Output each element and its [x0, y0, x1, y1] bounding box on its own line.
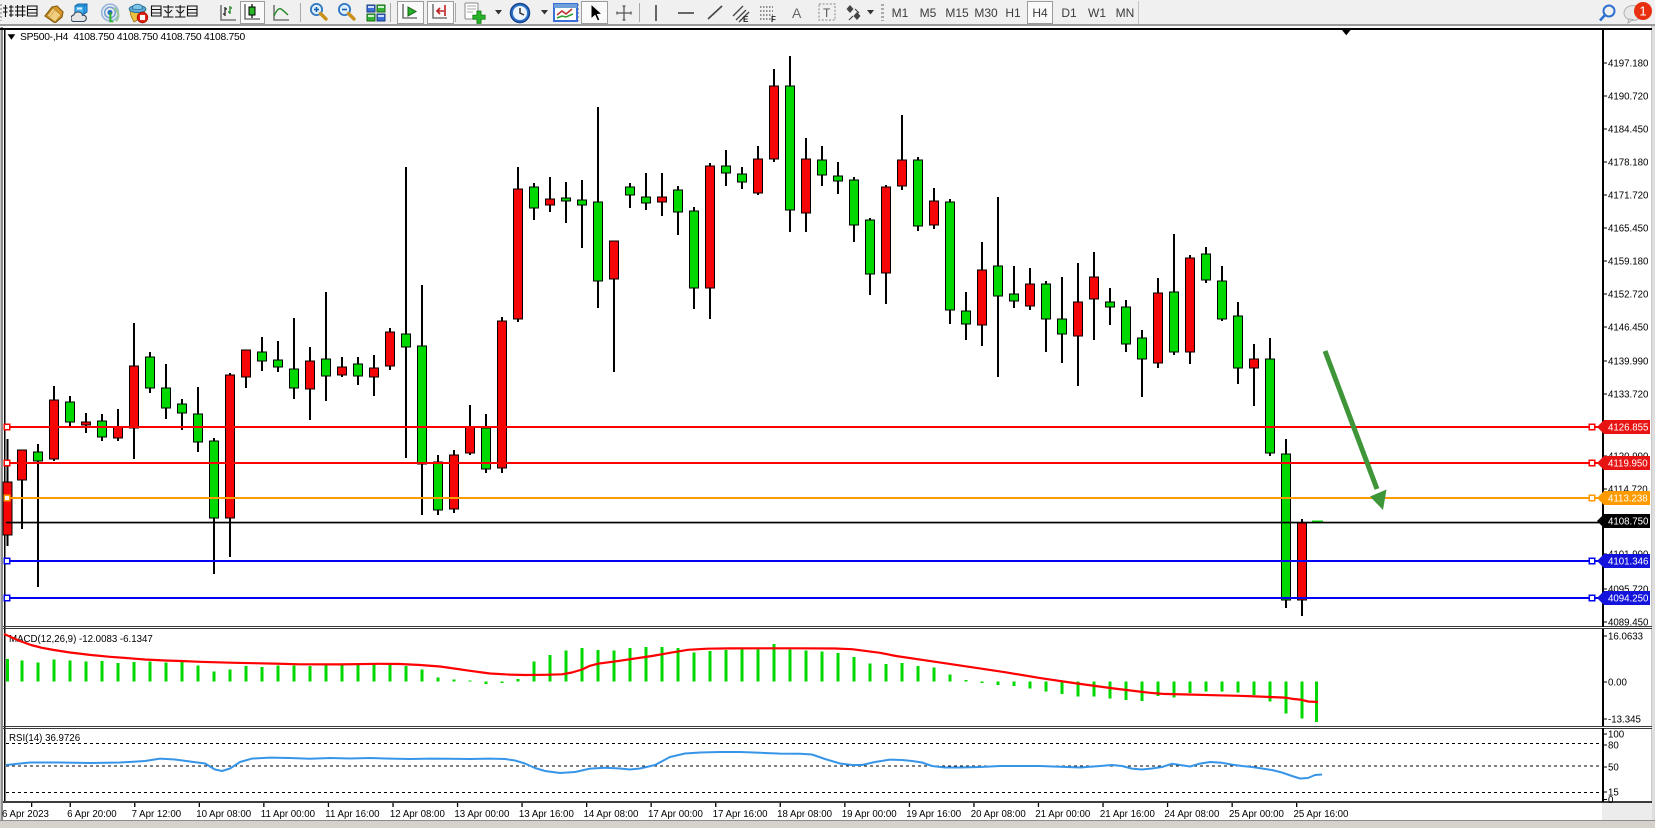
svg-text:18 Apr 08:00: 18 Apr 08:00 — [777, 809, 833, 820]
svg-text:14 Apr 08:00: 14 Apr 08:00 — [584, 809, 640, 820]
svg-text:4139.990: 4139.990 — [1608, 357, 1649, 368]
svg-text:21 Apr 00:00: 21 Apr 00:00 — [1035, 809, 1091, 820]
svg-text:19 Apr 16:00: 19 Apr 16:00 — [906, 809, 962, 820]
svg-text:11 Apr 16:00: 11 Apr 16:00 — [325, 809, 380, 820]
svg-text:T: T — [823, 6, 831, 20]
svg-text:20 Apr 08:00: 20 Apr 08:00 — [971, 809, 1027, 820]
svg-text:17 Apr 16:00: 17 Apr 16:00 — [713, 809, 769, 820]
svg-text:6 Apr 2023: 6 Apr 2023 — [2, 809, 49, 820]
svg-text:4190.720: 4190.720 — [1608, 92, 1649, 103]
svg-text:F: F — [771, 15, 776, 23]
svg-text:4119.950: 4119.950 — [1608, 459, 1648, 470]
svg-text:SP500-,H4 4108.750 4108.750 4: SP500-,H4 4108.750 4108.750 4108.750 410… — [20, 32, 245, 43]
svg-text:12 Apr 08:00: 12 Apr 08:00 — [390, 809, 446, 820]
svg-text:4133.720: 4133.720 — [1608, 390, 1649, 401]
svg-text:1: 1 — [1639, 4, 1646, 19]
svg-text:16.0633: 16.0633 — [1608, 632, 1643, 643]
svg-text:4113.238: 4113.238 — [1608, 494, 1648, 505]
svg-text:100: 100 — [1608, 730, 1625, 741]
svg-text:80: 80 — [1608, 741, 1619, 752]
svg-text:11 Apr 00:00: 11 Apr 00:00 — [261, 809, 316, 820]
svg-text:E: E — [743, 15, 749, 23]
svg-text:19 Apr 00:00: 19 Apr 00:00 — [842, 809, 898, 820]
svg-text:4101.346: 4101.346 — [1608, 557, 1648, 568]
svg-text:15: 15 — [1608, 788, 1619, 799]
svg-text:4197.180: 4197.180 — [1608, 59, 1649, 70]
svg-text:4165.450: 4165.450 — [1608, 224, 1649, 235]
svg-text:21 Apr 16:00: 21 Apr 16:00 — [1100, 809, 1156, 820]
svg-text:0.00: 0.00 — [1608, 678, 1627, 689]
svg-text:10 Apr 08:00: 10 Apr 08:00 — [196, 809, 252, 820]
svg-text:50: 50 — [1608, 763, 1619, 774]
svg-text:13 Apr 16:00: 13 Apr 16:00 — [519, 809, 575, 820]
svg-text:7 Apr 12:00: 7 Apr 12:00 — [132, 809, 182, 820]
svg-text:24 Apr 08:00: 24 Apr 08:00 — [1164, 809, 1220, 820]
svg-text:4108.750: 4108.750 — [1608, 517, 1649, 528]
svg-text:13 Apr 00:00: 13 Apr 00:00 — [454, 809, 510, 820]
svg-text:4094.250: 4094.250 — [1608, 594, 1649, 605]
svg-text:4146.450: 4146.450 — [1608, 323, 1649, 334]
svg-text:4089.450: 4089.450 — [1608, 618, 1649, 629]
svg-text:4184.450: 4184.450 — [1608, 125, 1649, 136]
svg-text:17 Apr 00:00: 17 Apr 00:00 — [648, 809, 704, 820]
svg-text:4171.720: 4171.720 — [1608, 191, 1649, 202]
svg-text:25 Apr 00:00: 25 Apr 00:00 — [1229, 809, 1285, 820]
svg-text:-13.345: -13.345 — [1608, 715, 1641, 726]
svg-text:4159.180: 4159.180 — [1608, 257, 1649, 268]
svg-text:RSI(14) 36.9726: RSI(14) 36.9726 — [9, 733, 80, 744]
svg-text:25 Apr 16:00: 25 Apr 16:00 — [1294, 809, 1350, 820]
svg-text:4114.720: 4114.720 — [1608, 485, 1648, 496]
svg-text:4126.855: 4126.855 — [1608, 423, 1648, 434]
svg-text:6 Apr 20:00: 6 Apr 20:00 — [67, 809, 117, 820]
svg-text:4152.720: 4152.720 — [1608, 290, 1649, 301]
svg-text:4178.180: 4178.180 — [1608, 158, 1649, 169]
svg-text:4095.720: 4095.720 — [1608, 585, 1649, 596]
svg-text:MACD(12,26,9) -12.0083 -6.1347: MACD(12,26,9) -12.0083 -6.1347 — [9, 634, 153, 645]
svg-text:0: 0 — [1608, 795, 1614, 806]
